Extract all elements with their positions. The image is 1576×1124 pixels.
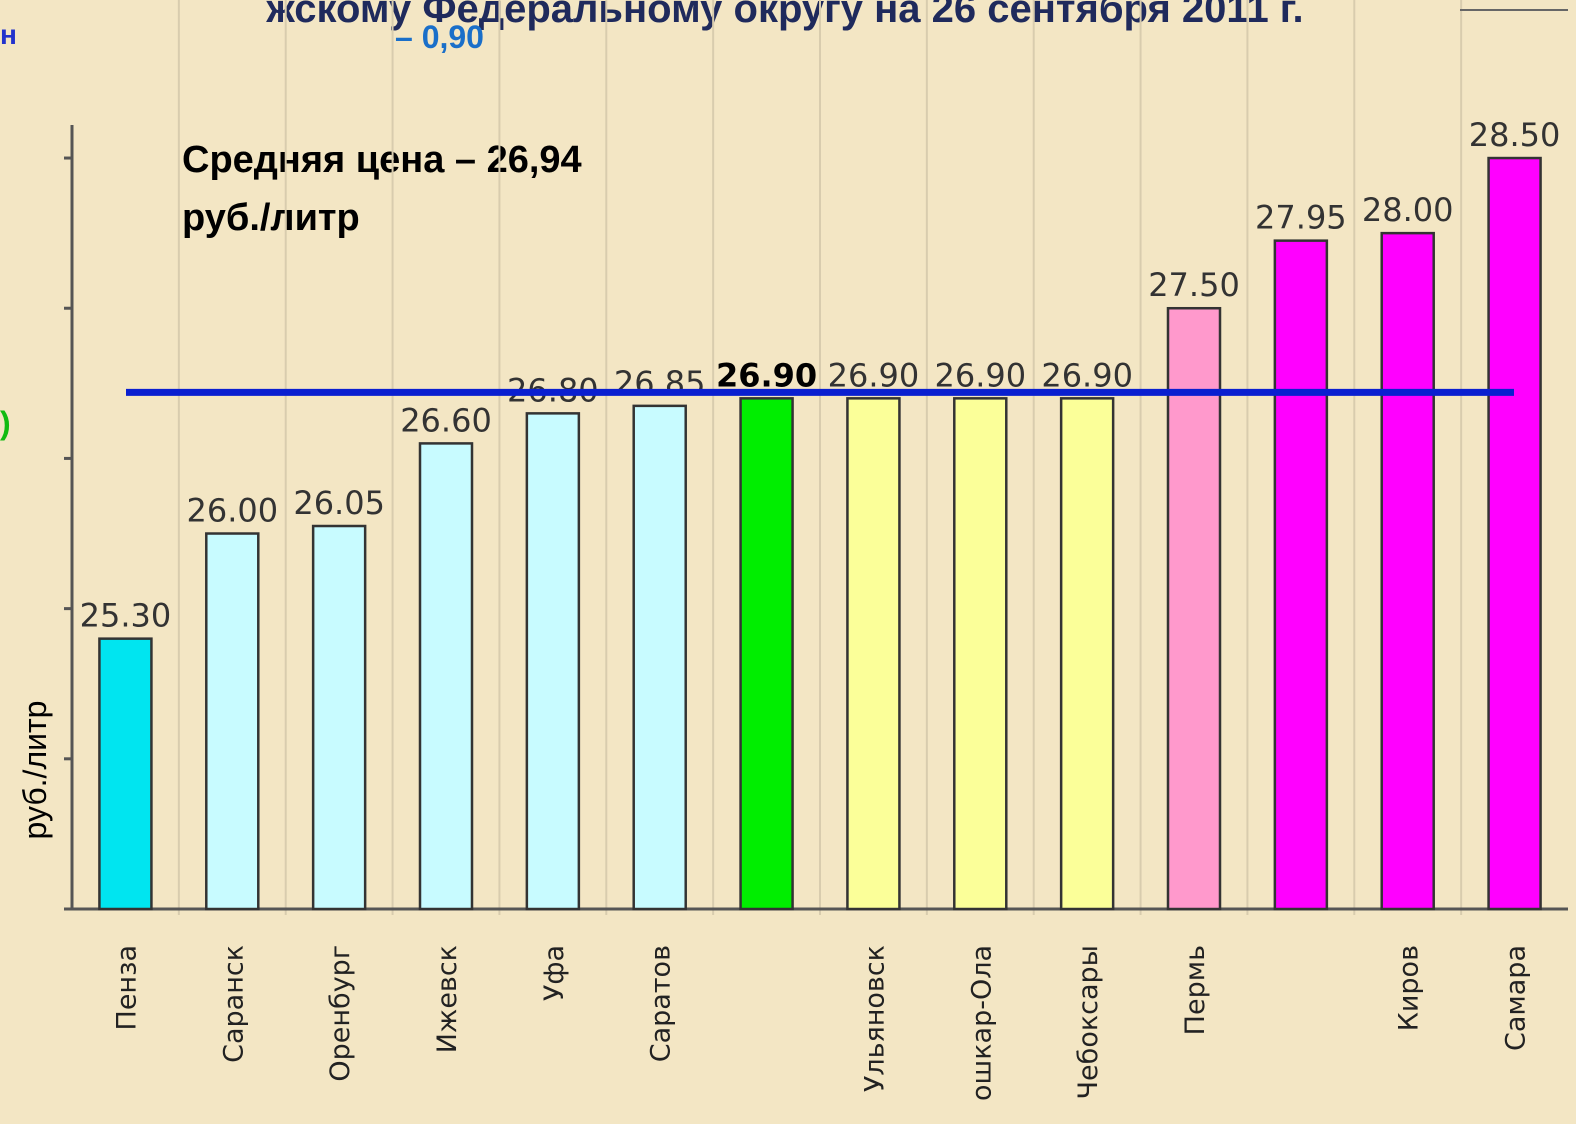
x-tick-label: Киров (1394, 945, 1425, 1031)
bar (1059, 397, 1115, 911)
x-tick-label: Чебоксары (1073, 945, 1104, 1099)
fragment: ) (0, 405, 11, 441)
bar (205, 532, 260, 911)
y-axis-label: руб./литр (17, 701, 53, 840)
value-label: 26.90 (934, 356, 1026, 394)
annotation: руб./литр (182, 197, 360, 239)
fragment: н (0, 19, 17, 50)
bar (418, 442, 474, 911)
x-tick-label: Саратов (646, 945, 677, 1062)
value-label: 26.85 (614, 364, 706, 402)
value-label: 26.90 (1041, 356, 1133, 394)
x-tick-label: Пермь (1180, 945, 1211, 1035)
value-label: 26.90 (716, 356, 817, 394)
value-label: 26.90 (828, 356, 920, 394)
annotation: Средняя цена – 26,94 (182, 139, 582, 181)
value-label: 27.50 (1148, 266, 1240, 304)
x-tick-label: Уфа (539, 945, 570, 1001)
bar (1273, 239, 1329, 911)
fragment: – 0,90 (395, 19, 484, 55)
bar (846, 397, 901, 911)
x-tick-label: Ижевск (432, 945, 463, 1053)
bar (739, 397, 794, 911)
bar (632, 404, 687, 911)
bar (1380, 231, 1435, 911)
x-tick-label: Самара (1501, 945, 1532, 1051)
bar (98, 637, 153, 911)
x-tick-label: Ульяновск (859, 945, 890, 1092)
x-tick-label: Саранск (218, 945, 249, 1063)
chart-title: жскому Федеральному округу на 26 сентябр… (265, 0, 1303, 31)
value-label: 26.60 (400, 401, 492, 439)
x-tick-label: Пенза (111, 945, 142, 1030)
x-tick-label: Оренбург (325, 945, 356, 1082)
bar (953, 397, 1008, 911)
bar (525, 412, 581, 911)
value-label: 28.00 (1362, 191, 1454, 229)
value-label: 27.95 (1255, 199, 1347, 237)
value-label: 26.00 (186, 492, 278, 530)
bar (311, 524, 367, 911)
bar (1487, 156, 1542, 911)
bar (1166, 306, 1222, 911)
x-tick-label: ошкар-Ола (966, 945, 997, 1101)
value-label: 26.05 (293, 484, 385, 522)
value-label: 28.50 (1469, 116, 1561, 154)
value-label: 25.30 (80, 597, 172, 635)
